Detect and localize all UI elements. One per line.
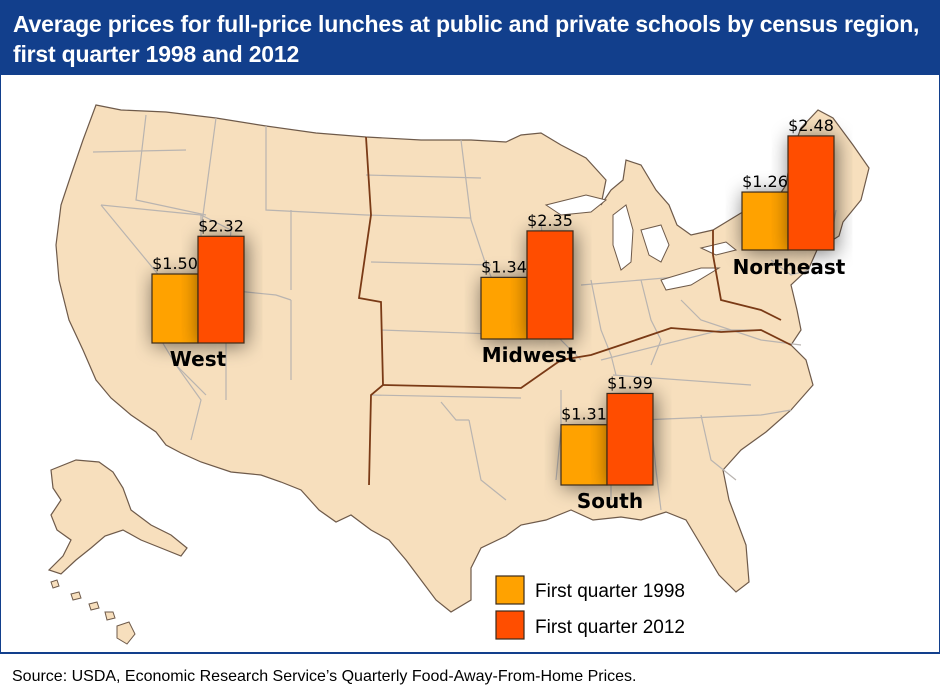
value-label-northeast-1998: $1.26 <box>742 172 788 191</box>
great-lakes <box>544 194 738 291</box>
region-map: $1.50$2.32 West $1.34 $2.35 Midwest $1.26 $2.4… <box>47 104 870 645</box>
bar-midwest-2012 <box>526 230 574 340</box>
value-label-west-1998: $1.50 <box>152 254 198 273</box>
alaska <box>47 459 188 575</box>
region-label-south: South <box>577 489 643 513</box>
value-label-west-2012: $2.32 <box>198 216 244 235</box>
value-label-south-1998: $1.31 <box>561 405 607 424</box>
legend-swatch-1998 <box>495 575 525 605</box>
legend-label-1998: First quarter 1998 <box>535 581 685 602</box>
legend-label-2012: First quarter 2012 <box>535 617 685 638</box>
region-label-northeast: Northeast <box>733 255 846 279</box>
source-footer: Source: USDA, Economic Research Service’… <box>0 652 940 699</box>
bar-northeast-2012 <box>787 135 835 251</box>
source-note: Source: USDA, Economic Research Service’… <box>12 668 637 685</box>
labels-layer: $1.50$2.32 West $1.34 $2.35 Midwest $1.26 $2.4… <box>152 116 846 513</box>
bar-midwest-1998 <box>480 276 528 340</box>
bar-south-1998 <box>560 424 608 486</box>
title-bar: Average prices for full-price lunches at… <box>0 0 940 75</box>
state-borders <box>92 114 837 511</box>
census-region-borders <box>357 136 792 486</box>
bar-west-2012 <box>197 235 245 344</box>
bars-layer <box>151 135 835 486</box>
value-label-south-2012: $1.99 <box>607 373 653 392</box>
chart-title-line-1: Average prices for full-price lunches at… <box>13 11 920 37</box>
legend-swatch-2012 <box>495 610 525 640</box>
region-label-west: West <box>170 347 227 371</box>
bar-south-2012 <box>606 392 654 486</box>
value-label-northeast-2012: $2.48 <box>788 116 834 135</box>
value-label-midwest-1998: $1.34 <box>481 257 527 276</box>
map-panel: $1.50 $2.32 West $1.34 $2.35 Midwest $1.26 $2.4… <box>0 75 940 652</box>
us-mainland <box>55 104 870 613</box>
legend: First quarter 1998 First quarter 2012 <box>495 575 685 640</box>
bar-west-1998 <box>151 273 199 344</box>
region-label-midwest: Midwest <box>482 343 577 367</box>
chart-title-line-2: first quarter 1998 and 2012 <box>13 41 300 67</box>
bar-northeast-1998 <box>741 191 789 251</box>
value-label-midwest-2012: $2.35 <box>527 211 573 230</box>
hawaii <box>50 579 136 645</box>
